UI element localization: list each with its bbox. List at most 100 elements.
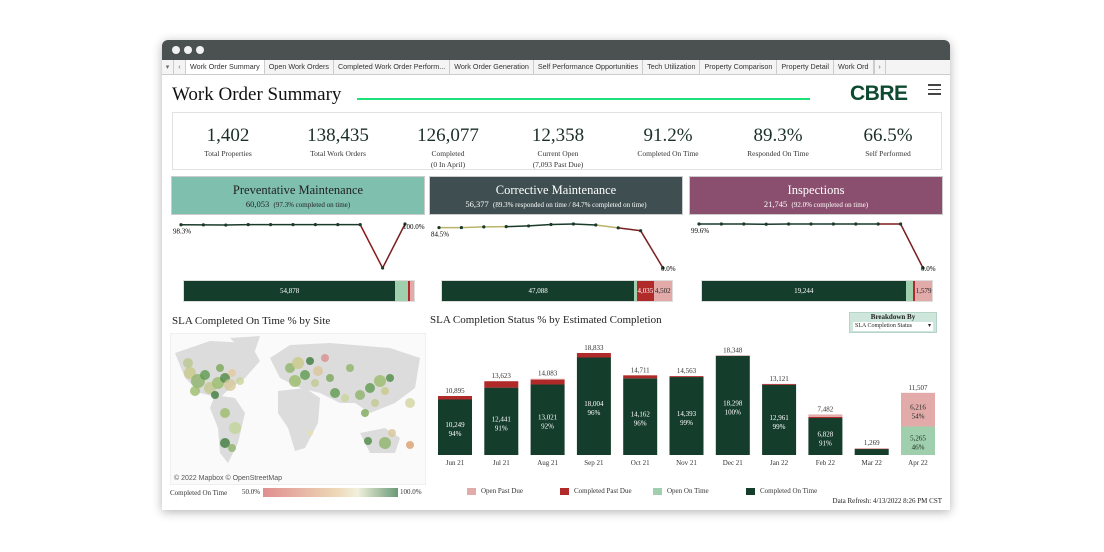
bar-completed-on-time[interactable] [484,387,519,455]
trend-point[interactable] [403,222,407,226]
site-bubble[interactable] [216,364,224,372]
site-bubble[interactable] [184,367,196,379]
site-bubble[interactable] [289,375,301,387]
legend-item[interactable]: Open Past Due [467,487,560,495]
trend-point[interactable] [594,223,598,227]
trend-point[interactable] [661,266,665,270]
site-bubble[interactable] [311,379,319,387]
trend-point[interactable] [719,222,723,226]
section-header[interactable]: Preventative Maintenance 60,053 (97.3% co… [171,176,425,215]
tab-tech-utilization[interactable]: Tech Utilization [643,60,701,74]
trend-point[interactable] [201,223,205,227]
site-bubble[interactable] [355,390,365,400]
trend-point[interactable] [787,222,791,226]
bar-completed-past-due[interactable] [669,376,704,378]
legend-item[interactable]: Completed On Time [746,487,839,495]
trend-point[interactable] [876,222,880,226]
bar-segment-completed-on-time[interactable]: 47,088 [442,281,635,301]
bar-open-past-due[interactable] [901,392,935,427]
bar-completed-past-due[interactable] [762,383,797,385]
section-header[interactable]: Corrective Maintenance 56,377 (89.3% resp… [429,176,683,215]
trend-point[interactable] [639,229,643,233]
hamburger-icon[interactable] [928,84,941,95]
trend-point[interactable] [269,223,273,227]
tab-open-work-orders[interactable]: Open Work Orders [265,60,334,74]
tab-property-detail[interactable]: Property Detail [777,60,834,74]
site-bubble[interactable] [406,441,414,449]
window-dot-icon[interactable] [184,46,192,54]
trend-point[interactable] [224,223,228,227]
trend-point[interactable] [854,222,858,226]
trend-point[interactable] [437,225,441,230]
bar-completed-on-time[interactable] [669,377,704,455]
trend-point[interactable] [831,222,835,226]
bar-segment-completed-past-due[interactable] [913,281,916,301]
trend-point[interactable] [313,223,317,227]
site-bubble[interactable] [228,444,236,452]
site-bubble[interactable] [388,429,396,437]
site-bubble[interactable] [341,394,349,402]
bar-segment-open-past-due[interactable]: 1,579 [915,281,932,301]
bar-completed-past-due[interactable] [438,395,472,400]
bar-completed-on-time[interactable] [623,378,658,455]
legend-item[interactable]: Completed Past Due [560,487,653,495]
bar-segment-completed-past-due[interactable] [408,281,411,301]
trend-point[interactable] [482,225,486,229]
bar-segment-open-on-time[interactable] [905,281,914,301]
site-bubble[interactable] [307,430,313,436]
site-bubble[interactable] [224,379,236,391]
tab-work-order-generation[interactable]: Work Order Generation [450,60,534,74]
bar-segment-open-past-due[interactable]: 4,502 [653,281,672,301]
trend-point[interactable] [549,222,553,227]
site-bubble[interactable] [300,370,310,380]
site-bubble[interactable] [211,391,219,399]
trend-point[interactable] [899,222,903,226]
bar-segment-completed-on-time[interactable]: 19,244 [702,281,906,301]
tab-property-comparison[interactable]: Property Comparison [700,60,778,74]
site-bubble[interactable] [228,369,236,377]
site-bubble[interactable] [190,386,200,396]
window-dot-icon[interactable] [196,46,204,54]
site-bubble[interactable] [220,438,230,448]
bar-completed-past-due[interactable] [623,375,658,379]
trend-point[interactable] [809,222,813,226]
site-bubble[interactable] [292,357,304,369]
trend-point[interactable] [358,223,362,227]
site-bubble[interactable] [361,409,369,417]
site-bubble[interactable] [321,354,329,362]
site-bubble[interactable] [326,374,334,382]
trend-point[interactable] [527,224,531,228]
site-bubble[interactable] [183,358,193,368]
site-bubble[interactable] [364,437,372,445]
bar-completed-on-time[interactable] [854,449,889,455]
legend-item[interactable]: Open On Time [653,487,746,495]
tab-completed-work-order-performance[interactable]: Completed Work Order Perform... [334,60,451,74]
tab-prev-icon[interactable]: ‹ [174,60,186,74]
breakdown-select[interactable]: SLA Completion Status ▾ [853,322,933,331]
site-bubble[interactable] [365,383,375,393]
tab-work-order-summary[interactable]: Work Order Summary [186,60,265,74]
tab-self-performance[interactable]: Self Performance Opportunities [534,60,644,74]
bar-completed-on-time[interactable] [530,384,565,455]
site-bubble[interactable] [374,375,386,387]
bar-completed-on-time[interactable] [808,418,843,455]
window-dot-icon[interactable] [172,46,180,54]
bar-segment-open-on-time[interactable] [634,281,638,301]
site-bubble[interactable] [285,363,295,373]
trend-point[interactable] [921,266,925,270]
site-bubble[interactable] [330,388,340,398]
site-bubble[interactable] [346,364,354,372]
trend-point[interactable] [291,223,295,227]
trend-point[interactable] [381,266,385,270]
trend-point[interactable] [179,223,183,227]
site-bubble[interactable] [306,357,314,365]
trend-point[interactable] [246,223,250,227]
trend-point[interactable] [764,222,768,226]
bar-open-past-due[interactable] [530,378,565,380]
bar-segment-completed-past-due[interactable]: 4,035 [637,281,654,301]
bar-segment-open-past-due[interactable] [410,281,414,301]
trend-point[interactable] [571,222,575,226]
site-bubble[interactable] [200,370,210,380]
trend-point[interactable] [459,225,463,230]
tab-next-icon[interactable]: › [873,60,886,74]
